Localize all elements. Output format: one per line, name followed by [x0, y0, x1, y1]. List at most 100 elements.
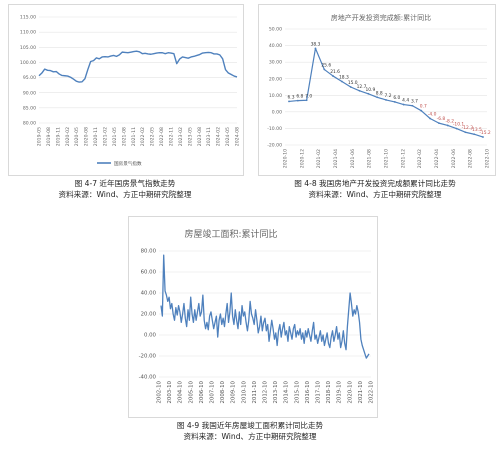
data-label: -6.8	[437, 116, 446, 122]
data-label: 12.7	[357, 84, 367, 90]
data-point	[323, 68, 326, 71]
data-label: 6.3	[288, 94, 295, 100]
x-tick-label: 2009-10	[231, 380, 237, 403]
y-tick-label: 50.00	[269, 27, 282, 33]
x-tick-label: 2023-05	[187, 127, 193, 146]
chart-2-data-labels: 6.3 6.8 7.0 38.3 25.621.618.315.012.710.98.8…	[288, 41, 491, 136]
chart-1-y-axis: 115.00 110.00 105.00 100.00 95.00 90.00 85.00 8…	[20, 15, 36, 127]
x-tick-label: 2022-10	[369, 380, 375, 403]
x-tick-label: 2019-10	[337, 380, 343, 403]
x-tick-label: 2022-06	[451, 149, 457, 168]
y-tick-label: 90.00	[23, 90, 36, 96]
chart-panel-completed-floor-area: 房屋竣工面积:累计同比 80.00 60.00 40.00 20.00 0.00 -20.…	[128, 216, 378, 418]
data-label: 7.2	[385, 93, 392, 99]
caption-figure-4-8: 图 4-8 我国房地产开发投资完成额累计同比走势 资料来源：Wind、方正中期研…	[250, 178, 500, 200]
chart-panel-real-estate-investment: 房地产开发投资完成额:累计同比 50.00 40.00 30.00 20.00 10.0…	[258, 4, 496, 176]
y-tick-label: 115.00	[20, 15, 36, 21]
x-tick-label: 2012-10	[263, 380, 269, 403]
x-tick-label: 2019-08	[46, 127, 52, 146]
x-tick-label: 2021-10	[384, 149, 390, 168]
chart-3-title: 房屋竣工面积:累计同比	[184, 228, 277, 240]
y-tick-label: 60.00	[141, 270, 157, 276]
y-tick-label: 10.00	[269, 93, 282, 99]
data-label: -8.2	[445, 118, 454, 124]
y-tick-label: -40.00	[139, 375, 157, 381]
x-tick-label: 2021-04	[333, 149, 339, 168]
y-tick-label: 40.00	[269, 43, 282, 49]
data-point	[482, 136, 484, 138]
data-point	[314, 47, 317, 50]
data-label: -13.5	[470, 127, 482, 133]
chart-2-y-axis: 50.00 40.00 30.00 20.00 10.00 0.00 -10.00 -20.0…	[267, 27, 282, 149]
data-point	[411, 104, 414, 107]
y-tick-label: 0.00	[144, 333, 157, 339]
y-tick-label: 30.00	[269, 60, 282, 66]
data-point	[349, 86, 352, 88]
data-point	[429, 117, 431, 120]
data-label: 8.8	[376, 90, 383, 96]
data-point	[455, 127, 458, 130]
source-note: 资料来源：Wind、方正中期研究院整理	[308, 190, 442, 199]
chart-2-title: 房地产开发投资完成额:累计同比	[331, 13, 431, 22]
x-tick-label: 2002-10	[157, 380, 163, 403]
data-label: 21.6	[330, 69, 340, 75]
data-label: 7.0	[305, 93, 312, 99]
x-tick-label: 2021-12	[400, 149, 406, 168]
x-tick-label: 2016-10	[305, 380, 311, 403]
chart-1-legend: 国房景气指数	[97, 160, 142, 167]
data-point	[341, 80, 343, 83]
y-tick-label: 95.00	[23, 75, 36, 81]
chart-2-series	[288, 47, 484, 138]
legend-label: 国房景气指数	[114, 160, 142, 167]
x-tick-label: 2010-10	[241, 380, 247, 403]
x-tick-label: 2005-10	[188, 380, 194, 403]
data-point	[473, 133, 476, 136]
data-label: -10.1	[453, 122, 465, 128]
y-tick-label: 0.00	[272, 109, 282, 115]
x-tick-label: 2015-10	[294, 380, 300, 403]
x-tick-label: 2018-10	[326, 380, 332, 403]
source-note: 资料来源：Wind、方正中期研究院整理	[183, 432, 317, 441]
chart-2-grid	[285, 28, 487, 146]
y-tick-label: -20.00	[267, 143, 282, 149]
x-tick-label: 2022-02	[417, 149, 423, 168]
data-label: 6.0	[393, 95, 400, 101]
data-label: 38.3	[311, 41, 321, 47]
x-tick-label: 2019-11	[55, 127, 61, 146]
data-label: 3.7	[411, 99, 418, 105]
data-point	[296, 99, 299, 102]
data-label: 18.3	[339, 75, 349, 81]
data-point	[376, 96, 379, 99]
x-tick-label: 2020-02	[65, 127, 71, 146]
figure-caption: 图 4-9 我国近年房屋竣工面积累计同比走势	[176, 421, 324, 430]
data-point	[438, 122, 440, 125]
figure-caption: 图 4-7 近年国房景气指数走势	[74, 179, 176, 188]
y-tick-label: 85.00	[23, 105, 36, 111]
x-tick-label: 2022-08	[468, 149, 474, 168]
y-tick-label: -10.00	[267, 126, 282, 132]
x-tick-label: 2008-10	[220, 380, 226, 403]
chart-3-svg: 房屋竣工面积:累计同比 80.00 60.00 40.00 20.00 0.00 -20.…	[139, 228, 375, 404]
y-tick-label: 80.00	[141, 249, 157, 255]
data-label: -12.3	[462, 125, 474, 131]
data-point	[332, 75, 334, 77]
data-point	[288, 100, 290, 103]
caption-figure-4-9: 图 4-9 我国近年房屋竣工面积累计同比走势 资料来源：Wind、方正中期研究院…	[0, 420, 500, 442]
chart-2-svg: 房地产开发投资完成额:累计同比 50.00 40.00 30.00 20.00 10.0…	[267, 13, 491, 168]
x-tick-label: 2024-02	[216, 127, 222, 146]
x-tick-label: 2017-10	[316, 380, 322, 403]
series-line	[38, 50, 238, 83]
series-line	[160, 254, 370, 359]
data-point	[464, 131, 467, 134]
data-point	[305, 99, 308, 102]
x-tick-label: 2020-10	[283, 149, 289, 168]
chart-3-series	[160, 254, 370, 359]
x-tick-label: 2020-05	[74, 127, 80, 146]
data-label: 0.7	[420, 104, 427, 110]
x-tick-label: 2021-02	[103, 127, 109, 146]
x-tick-label: 2021-05	[112, 127, 118, 146]
data-point	[385, 99, 387, 101]
x-tick-label: 2022-11	[169, 127, 175, 146]
x-tick-label: 2003-10	[167, 380, 173, 403]
y-tick-label: 100.00	[20, 60, 36, 66]
